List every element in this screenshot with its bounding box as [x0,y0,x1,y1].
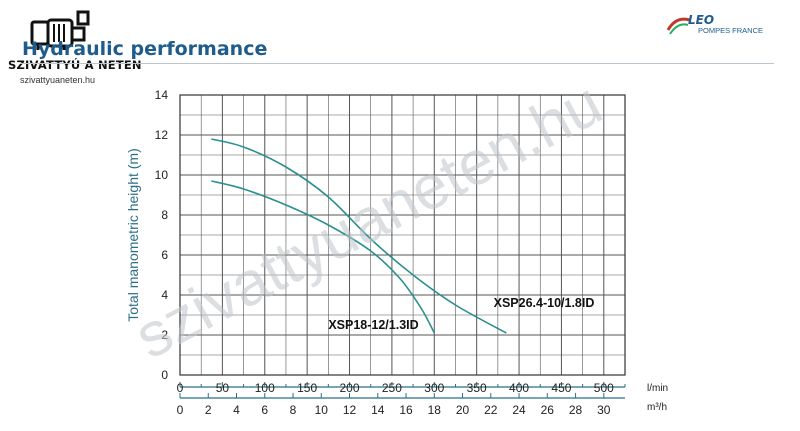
y-tick-label: 4 [161,288,168,302]
brand-name: LEO [688,13,715,27]
x2-tick-label: 18 [428,403,442,417]
x2-tick-label: 4 [233,403,240,417]
y-tick-label: 8 [161,208,168,222]
x2-tick-label: 26 [541,403,555,417]
pump-icon [30,10,90,50]
x-tick-label: 100 [255,381,275,395]
y-tick-label: 14 [155,88,169,102]
x2-axis-unit: m³/h [647,402,667,413]
y-tick-label: 12 [155,128,169,142]
x-tick-label: 400 [509,381,529,395]
x-tick-label: 150 [297,381,317,395]
x-axis-unit: l/min [647,383,668,394]
x2-tick-label: 16 [399,403,413,417]
logo-url[interactable]: szivattyuaneten.hu [20,75,96,85]
x2-tick-label: 0 [177,403,184,417]
x-tick-label: 300 [424,381,444,395]
x2-tick-label: 6 [261,403,268,417]
x-tick-label: 500 [594,381,614,395]
x-tick-label: 0 [177,381,184,395]
x-tick-label: 250 [382,381,402,395]
curve-label: XSP18-12/1.3ID [328,318,418,332]
series-line-1 [211,180,435,334]
x2-tick-label: 10 [315,403,329,417]
y-tick-label: 10 [155,168,169,182]
x2-tick-label: 12 [343,403,357,417]
header-divider [20,63,774,64]
brand-logo: LEO POMPES FRANCE [666,12,776,38]
x-tick-label: 50 [216,381,230,395]
plot-border [179,94,626,376]
curve-label: XSP26.4-10/1.8ID [494,296,595,310]
x2-tick-label: 14 [371,403,385,417]
y-tick-label: 2 [161,328,168,342]
brand-subtitle: POMPES FRANCE [698,26,764,35]
x2-tick-label: 28 [569,403,583,417]
x2-tick-label: 8 [290,403,297,417]
series-line-2 [211,138,507,334]
x-tick-label: 350 [467,381,487,395]
site-logo: SZIVATTYÚ A NETEN szivattyuaneten.hu [6,8,142,85]
y-tick-label: 6 [161,248,168,262]
logo-name: SZIVATTYÚ A NETEN [8,58,142,72]
brand-swoosh-icon [666,17,691,35]
x2-tick-label: 30 [597,403,611,417]
x2-tick-label: 20 [456,403,470,417]
x2-tick-label: 24 [512,403,526,417]
x-tick-label: 450 [551,381,571,395]
y-tick-label: 0 [161,368,168,382]
page-title: Hydraulic performance [22,38,268,60]
x2-tick-label: 22 [484,403,498,417]
y-axis-label: Total manometric height (m) [125,148,141,322]
x2-tick-label: 2 [205,403,212,417]
x-tick-label: 200 [340,381,360,395]
